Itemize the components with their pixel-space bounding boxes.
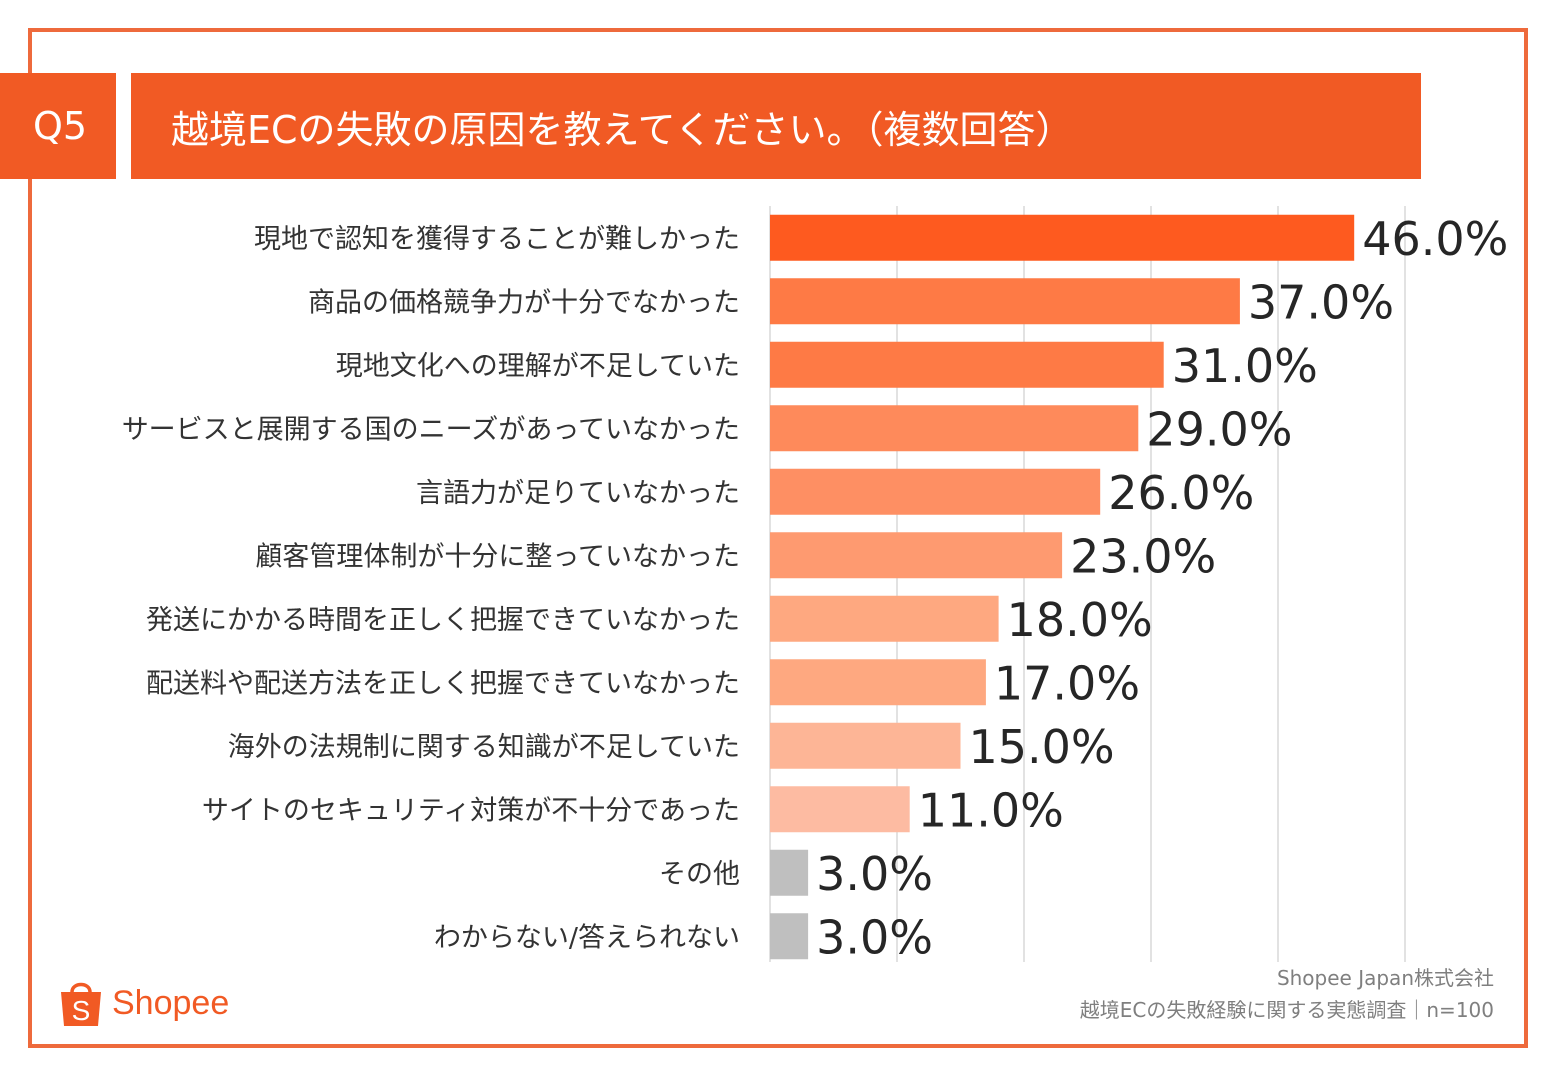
bar xyxy=(770,659,986,706)
value-label: 29.0% xyxy=(1146,402,1292,456)
question-badge: Q5 xyxy=(0,73,116,179)
value-label: 3.0% xyxy=(816,910,933,964)
bar xyxy=(770,595,999,642)
shopee-logo: S Shopee xyxy=(58,978,229,1028)
source-company: Shopee Japan株式会社 xyxy=(1276,966,1494,990)
shopping-bag-icon: S xyxy=(61,982,101,1026)
bar xyxy=(770,913,809,960)
category-label: その他 xyxy=(659,859,740,890)
category-label: 言語力が足りていなかった xyxy=(416,478,740,509)
category-label: サービスと展開する国のニーズがあっていなかった xyxy=(122,414,740,445)
title-bar: 越境ECの失敗の原因を教えてください。（複数回答） xyxy=(131,73,1421,179)
category-label: 海外の法規制に関する知識が不足していた xyxy=(228,732,740,763)
value-label: 23.0% xyxy=(1070,529,1216,583)
bar xyxy=(770,405,1139,452)
value-label: 37.0% xyxy=(1248,275,1394,329)
bar xyxy=(770,214,1355,261)
value-label: 46.0% xyxy=(1362,212,1508,266)
category-label: 顧客管理体制が十分に整っていなかった xyxy=(255,541,740,572)
bar xyxy=(770,341,1164,388)
category-label: 配送料や配送方法を正しく把握できていなかった xyxy=(146,668,740,699)
category-label: 発送にかかる時間を正しく把握できていなかった xyxy=(146,605,740,636)
bar xyxy=(770,278,1240,325)
logo-text: Shopee xyxy=(112,983,230,1022)
value-label: 15.0% xyxy=(969,720,1115,774)
category-label: わからない/答えられない xyxy=(434,922,740,953)
value-label: 17.0% xyxy=(994,656,1140,710)
bar xyxy=(770,786,910,833)
value-label: 11.0% xyxy=(918,783,1064,837)
category-label: 現地文化への理解が不足していた xyxy=(336,351,740,382)
value-label: 3.0% xyxy=(816,847,933,901)
category-label: 現地で認知を獲得することが難しかった xyxy=(254,224,740,255)
chart-title: 越境ECの失敗の原因を教えてください。（複数回答） xyxy=(171,107,1074,152)
value-label: 18.0% xyxy=(1007,593,1153,647)
value-label: 26.0% xyxy=(1108,466,1254,520)
category-label: サイトのセキュリティ対策が不十分であった xyxy=(202,795,740,826)
bar xyxy=(770,468,1101,515)
value-label: 31.0% xyxy=(1172,339,1318,393)
chart-frame xyxy=(28,28,1528,1048)
bar xyxy=(770,532,1063,579)
bar xyxy=(770,849,809,896)
logo-letter: S xyxy=(72,995,91,1026)
bar xyxy=(770,722,961,769)
question-number: Q5 xyxy=(32,104,88,148)
source-survey: 越境ECの失敗経験に関する実態調査｜n=100 xyxy=(1079,998,1494,1022)
source-note: Shopee Japan株式会社 越境ECの失敗経験に関する実態調査｜n=100 xyxy=(1080,962,1494,1026)
category-label: 商品の価格競争力が十分でなかった xyxy=(308,287,740,318)
